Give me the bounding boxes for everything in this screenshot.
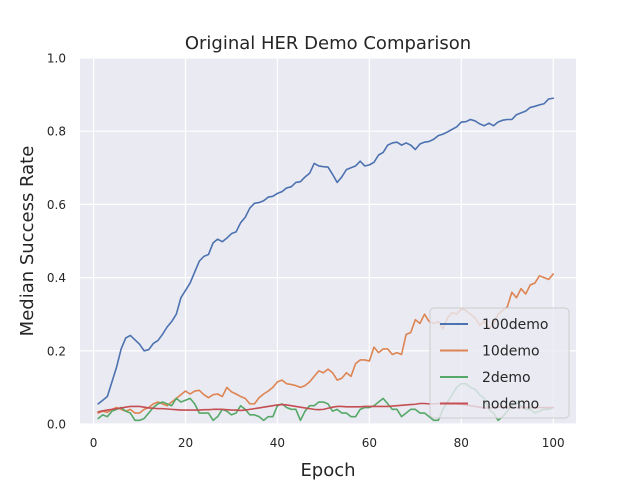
x-tick-label: 20: [178, 436, 193, 450]
legend-label: 100demo: [482, 317, 548, 333]
y-tick-label: 1.0: [47, 52, 66, 66]
y-tick-label: 0.8: [47, 125, 66, 139]
x-axis-label: Epoch: [300, 460, 355, 480]
y-tick-label: 0.0: [47, 418, 66, 432]
x-tick-label: 80: [454, 436, 469, 450]
x-tick-label: 0: [90, 436, 98, 450]
legend-box: [429, 307, 570, 419]
series-line-100demo: [97, 97, 555, 405]
x-axis: 0 20 40 60 80 100: [90, 436, 565, 450]
x-tick-label: 60: [362, 436, 377, 450]
x-tick-label: 40: [270, 436, 285, 450]
legend-label: 2demo: [482, 370, 531, 386]
y-axis: 0.0 0.2 0.4 0.6 0.8 1.0: [47, 52, 66, 432]
chart-title: Original HER Demo Comparison: [185, 33, 471, 54]
y-tick-label: 0.6: [47, 198, 66, 212]
y-tick-label: 0.4: [47, 271, 66, 285]
legend-label: nodemo: [482, 397, 539, 413]
y-axis-label: Median Success Rate: [17, 146, 38, 337]
y-tick-label: 0.2: [47, 344, 66, 358]
legend: 100demo 10demo 2demo nodemo: [429, 307, 570, 419]
x-tick-label: 100: [542, 436, 565, 450]
legend-label: 10demo: [482, 344, 540, 360]
grid-lines: [80, 57, 576, 425]
